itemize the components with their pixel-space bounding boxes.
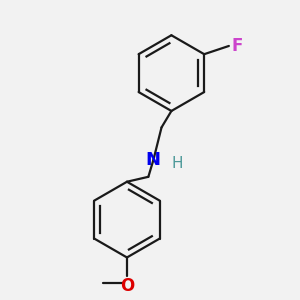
Text: H: H bbox=[171, 156, 183, 171]
Text: O: O bbox=[120, 277, 134, 295]
Text: F: F bbox=[232, 37, 243, 55]
Text: N: N bbox=[146, 151, 161, 169]
